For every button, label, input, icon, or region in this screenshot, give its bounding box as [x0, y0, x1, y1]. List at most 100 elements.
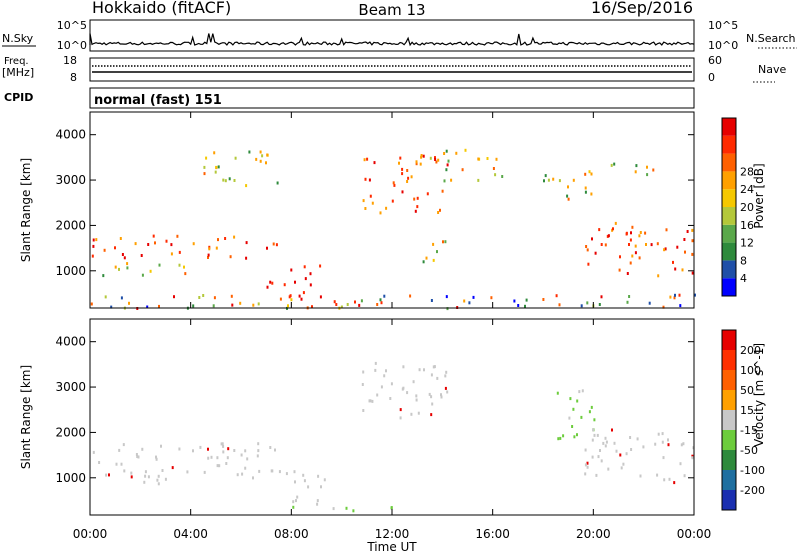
scatter-cell-0-7 — [584, 186, 587, 190]
colorbar-tick-1-0: 200 — [740, 344, 761, 357]
scatter-cell-1-4 — [642, 445, 645, 449]
scatter-cell-1-4 — [586, 461, 589, 465]
colorbar-tick-1-5: -50 — [740, 444, 758, 457]
scatter-cell-1-5 — [562, 434, 565, 438]
scatter-cell-0-7 — [567, 185, 569, 189]
scatter-cell-0-0 — [245, 256, 248, 260]
scatter-cell-0-9 — [634, 170, 637, 174]
colorbar-tick-0-2: 12 — [740, 237, 754, 250]
scatter-cell-0-11 — [555, 294, 558, 298]
scatter-cell-0-0 — [215, 246, 218, 250]
scatter-cell-0-9 — [635, 164, 638, 168]
scatter-cell-0-11 — [446, 307, 449, 311]
scatter-cell-0-5 — [393, 183, 396, 187]
scatter-cell-0-4 — [245, 184, 248, 188]
scatter-cell-0-11 — [202, 294, 205, 297]
scatter-cell-0-0 — [170, 243, 173, 247]
scatter-cell-1-0 — [257, 442, 260, 446]
scatter-cell-1-4 — [591, 455, 594, 459]
colorbar-tick-1-4: -15 — [740, 424, 758, 437]
date-title: 16/Sep/2016 — [591, 0, 693, 17]
scatter-cell-0-5 — [363, 158, 366, 162]
scatter-cell-0-0 — [176, 234, 179, 238]
scatter-cell-1-0 — [199, 445, 202, 449]
scatter-cell-0-11 — [383, 294, 386, 298]
scatter-cell-0-0 — [134, 242, 137, 246]
x-tick-3: 12:00 — [375, 527, 410, 541]
scatter-cell-0-5 — [401, 190, 404, 194]
scatter-cell-1-3 — [446, 390, 449, 394]
scatter-cell-0-4 — [233, 179, 236, 182]
scatter-cell-0-10 — [432, 242, 435, 246]
scatter-cell-1-0 — [227, 447, 230, 451]
scatter-cell-1-0 — [115, 462, 118, 466]
scatter-cell-0-4 — [203, 172, 206, 176]
velocity-ylabel: Slant Range [km] — [19, 365, 33, 469]
scatter-cell-0-5 — [407, 176, 410, 180]
nsky-trace — [89, 33, 695, 47]
scatter-cell-1-0 — [141, 447, 144, 451]
scatter-cell-1-5 — [578, 390, 581, 394]
scatter-cell-0-5 — [420, 154, 423, 157]
scatter-cell-1-1 — [320, 485, 322, 489]
scatter-cell-1-0 — [118, 448, 121, 452]
scatter-cell-1-4 — [584, 463, 587, 467]
scatter-cell-0-8 — [676, 245, 679, 249]
scatter-cell-0-0 — [92, 244, 95, 248]
scatter-cell-0-3 — [335, 303, 338, 306]
scatter-cell-1-1 — [323, 478, 326, 482]
scatter-cell-0-5 — [416, 196, 419, 200]
scatter-cell-0-11 — [674, 293, 676, 297]
scatter-cell-1-0 — [246, 457, 249, 461]
scatter-cell-0-8 — [665, 228, 668, 232]
scatter-cell-0-11 — [128, 301, 130, 305]
scatter-cell-0-8 — [598, 228, 601, 232]
scatter-cell-0-0 — [92, 238, 95, 242]
scatter-cell-0-0 — [123, 256, 126, 260]
scatter-cell-1-5 — [593, 418, 596, 422]
scatter-cell-0-2 — [266, 285, 269, 289]
scatter-cell-0-11 — [212, 304, 215, 308]
scatter-cell-1-0 — [244, 466, 247, 470]
scatter-cell-0-11 — [580, 304, 583, 308]
scatter-cell-0-11 — [158, 304, 160, 308]
y-tick-1-1: 2000 — [55, 425, 86, 439]
scatter-cell-1-0 — [147, 475, 150, 479]
x-tick-4: 16:00 — [475, 527, 510, 541]
scatter-cell-1-0 — [216, 456, 219, 460]
scatter-cell-1-4 — [668, 477, 671, 481]
cpid-strip — [89, 87, 695, 109]
scatter-cell-1-5 — [588, 410, 591, 414]
scatter-cell-1-4 — [639, 474, 642, 478]
scatter-cell-1-3 — [362, 409, 365, 412]
colorbar-swatch-1-6 — [722, 370, 736, 390]
scatter-cell-1-1 — [302, 473, 305, 477]
scatter-cell-0-11 — [586, 301, 589, 305]
scatter-cell-1-4 — [611, 428, 613, 432]
velocity-panel: 1000 2000 3000 4000 Slant Range [km] — [19, 318, 695, 516]
scatter-cell-1-3 — [362, 370, 365, 374]
scatter-cell-0-8 — [645, 243, 647, 246]
scatter-cell-1-3 — [410, 412, 413, 416]
scatter-cell-1-5 — [568, 416, 571, 420]
scatter-cell-0-1 — [184, 272, 187, 276]
scatter-cell-0-4 — [266, 153, 269, 157]
scatter-cell-0-0 — [165, 239, 168, 243]
scatter-cell-0-1 — [114, 265, 117, 269]
scatter-cell-0-5 — [379, 211, 382, 215]
scatter-cell-1-4 — [615, 449, 618, 453]
scatter-cell-1-5 — [556, 391, 559, 395]
scatter-cell-0-11 — [648, 301, 651, 305]
power-panel: 1000 2000 3000 4000 Slant Range [km] — [19, 111, 696, 311]
scatter-cell-0-8 — [639, 231, 642, 234]
scatter-cell-1-0 — [130, 475, 133, 479]
scatter-cell-1-3 — [445, 370, 448, 374]
scatter-cell-1-3 — [389, 397, 392, 400]
scatter-cell-0-11 — [287, 304, 289, 308]
scatter-cell-0-7 — [584, 190, 587, 194]
scatter-cell-1-0 — [210, 455, 213, 459]
scatter-cell-1-3 — [432, 365, 435, 369]
scatter-cell-0-7 — [588, 170, 591, 174]
scatter-cell-1-4 — [625, 452, 628, 456]
scatter-cell-0-11 — [257, 302, 260, 306]
